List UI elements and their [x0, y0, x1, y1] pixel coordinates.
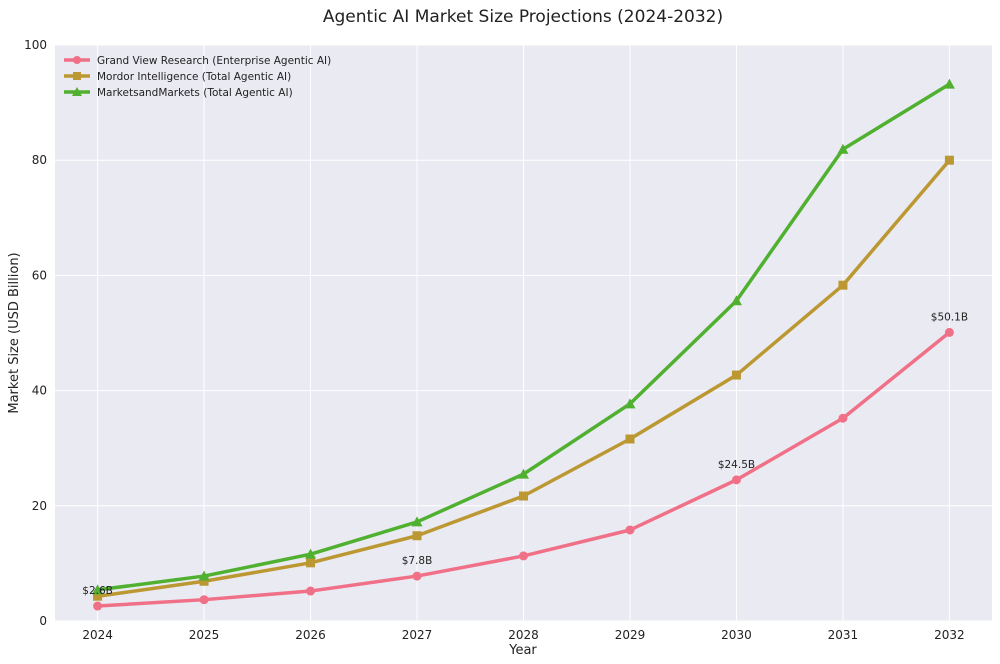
data-point-square: [412, 531, 422, 541]
data-point-triangle: [730, 295, 742, 306]
data-point-circle: [412, 571, 422, 581]
data-point-triangle: [72, 87, 82, 96]
data-point-triangle: [411, 516, 423, 527]
y-axis-label: Market Size (USD Billion): [7, 252, 22, 413]
y-tick-label: 20: [32, 499, 47, 513]
data-label: $2.6B: [82, 585, 113, 597]
data-point-circle: [625, 525, 635, 535]
x-tick-label: 2030: [721, 628, 752, 642]
data-point-circle: [306, 586, 316, 596]
data-point-triangle: [198, 570, 210, 581]
data-point-circle: [73, 56, 81, 64]
data-point-square: [93, 591, 103, 601]
data-point-circle: [199, 595, 209, 605]
chart-title: Agentic AI Market Size Projections (2024…: [323, 7, 723, 27]
y-tick-label: 80: [32, 153, 47, 167]
x-tick-label: 2027: [402, 628, 433, 642]
y-tick-label: 60: [32, 268, 47, 282]
data-point-square: [625, 434, 635, 444]
data-point-triangle: [92, 584, 104, 595]
x-tick-label: 2028: [508, 628, 539, 642]
data-label: $24.5B: [718, 459, 755, 471]
data-point-triangle: [305, 548, 317, 559]
data-point-circle: [944, 327, 954, 337]
data-point-triangle: [518, 468, 529, 479]
data-point-square: [944, 155, 954, 165]
data-point-square: [306, 558, 316, 568]
data-point-circle: [519, 551, 528, 561]
data-label: $7.8B: [402, 555, 433, 567]
legend-label: Grand View Research (Enterprise Agentic …: [97, 55, 331, 67]
legend: Grand View Research (Enterprise Agentic …: [64, 55, 331, 99]
legend-label: MarketsandMarkets (Total Agentic AI): [97, 87, 293, 99]
data-point-square: [731, 370, 741, 380]
data-point-square: [73, 72, 81, 80]
x-tick-label: 2024: [82, 628, 113, 642]
data-point-circle: [731, 475, 741, 485]
data-point-triangle: [837, 143, 849, 154]
x-tick-label: 2029: [615, 628, 646, 642]
x-tick-label: 2031: [828, 628, 859, 642]
x-tick-label: 2026: [295, 628, 326, 642]
legend-label: Mordor Intelligence (Total Agentic AI): [97, 71, 291, 83]
data-point-square: [519, 491, 528, 501]
x-tick-label: 2025: [189, 628, 220, 642]
data-label: $50.1B: [931, 311, 968, 323]
data-point-square: [838, 280, 848, 290]
y-tick-label: 0: [39, 614, 47, 628]
y-tick-label: 40: [32, 384, 47, 398]
y-tick-label: 100: [24, 38, 47, 52]
x-axis-label: Year: [508, 643, 537, 658]
x-tick-label: 2032: [934, 628, 965, 642]
data-point-square: [199, 576, 209, 586]
data-point-circle: [93, 601, 103, 611]
data-point-triangle: [943, 78, 955, 89]
data-point-triangle: [624, 398, 636, 409]
data-point-circle: [838, 413, 848, 423]
